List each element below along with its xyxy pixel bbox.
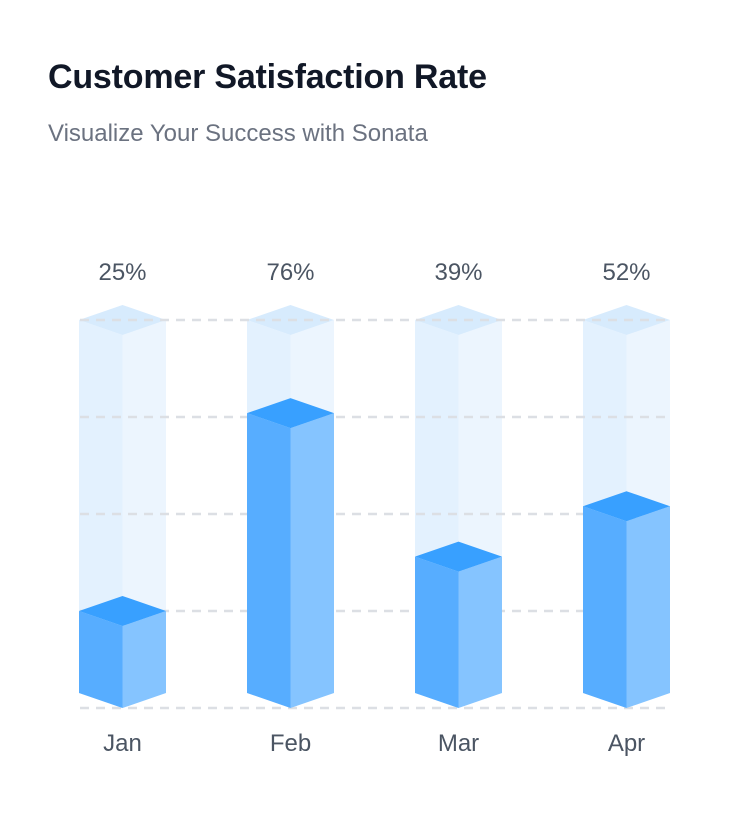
bars xyxy=(79,398,670,708)
value-label: 39% xyxy=(434,259,482,286)
bar-jan xyxy=(79,596,166,708)
bar-track-top xyxy=(79,305,166,335)
bar-side xyxy=(290,413,334,708)
chart-title: Customer Satisfaction Rate xyxy=(48,58,487,96)
bar-side xyxy=(122,611,166,708)
gridlines xyxy=(80,318,672,710)
x-tick-label: Feb xyxy=(270,730,311,757)
bar-side xyxy=(458,556,502,708)
x-tick-label: Mar xyxy=(438,730,479,757)
bar-top xyxy=(415,541,502,572)
bar-top xyxy=(247,398,334,429)
x-tick-label: Jan xyxy=(103,730,142,757)
bar-front xyxy=(79,611,123,708)
bar-front xyxy=(247,413,291,708)
labels: 25% Jan 76% Feb 39% Mar 52% Apr xyxy=(98,259,650,757)
value-label: 76% xyxy=(266,259,314,286)
bar-top xyxy=(79,596,166,626)
bar-mar xyxy=(415,541,502,708)
bar-feb xyxy=(247,398,334,708)
bar-tracks xyxy=(79,305,670,708)
bar-top xyxy=(583,491,670,522)
bar-side xyxy=(626,506,670,708)
bar-front xyxy=(583,506,627,708)
value-label: 25% xyxy=(98,259,146,286)
value-label: 52% xyxy=(602,259,650,286)
bar-front xyxy=(415,556,459,708)
x-tick-label: Apr xyxy=(608,730,645,757)
bar-track-top xyxy=(415,305,502,335)
chart-subtitle: Visualize Your Success with Sonata xyxy=(48,120,428,147)
bar-apr xyxy=(583,491,670,708)
